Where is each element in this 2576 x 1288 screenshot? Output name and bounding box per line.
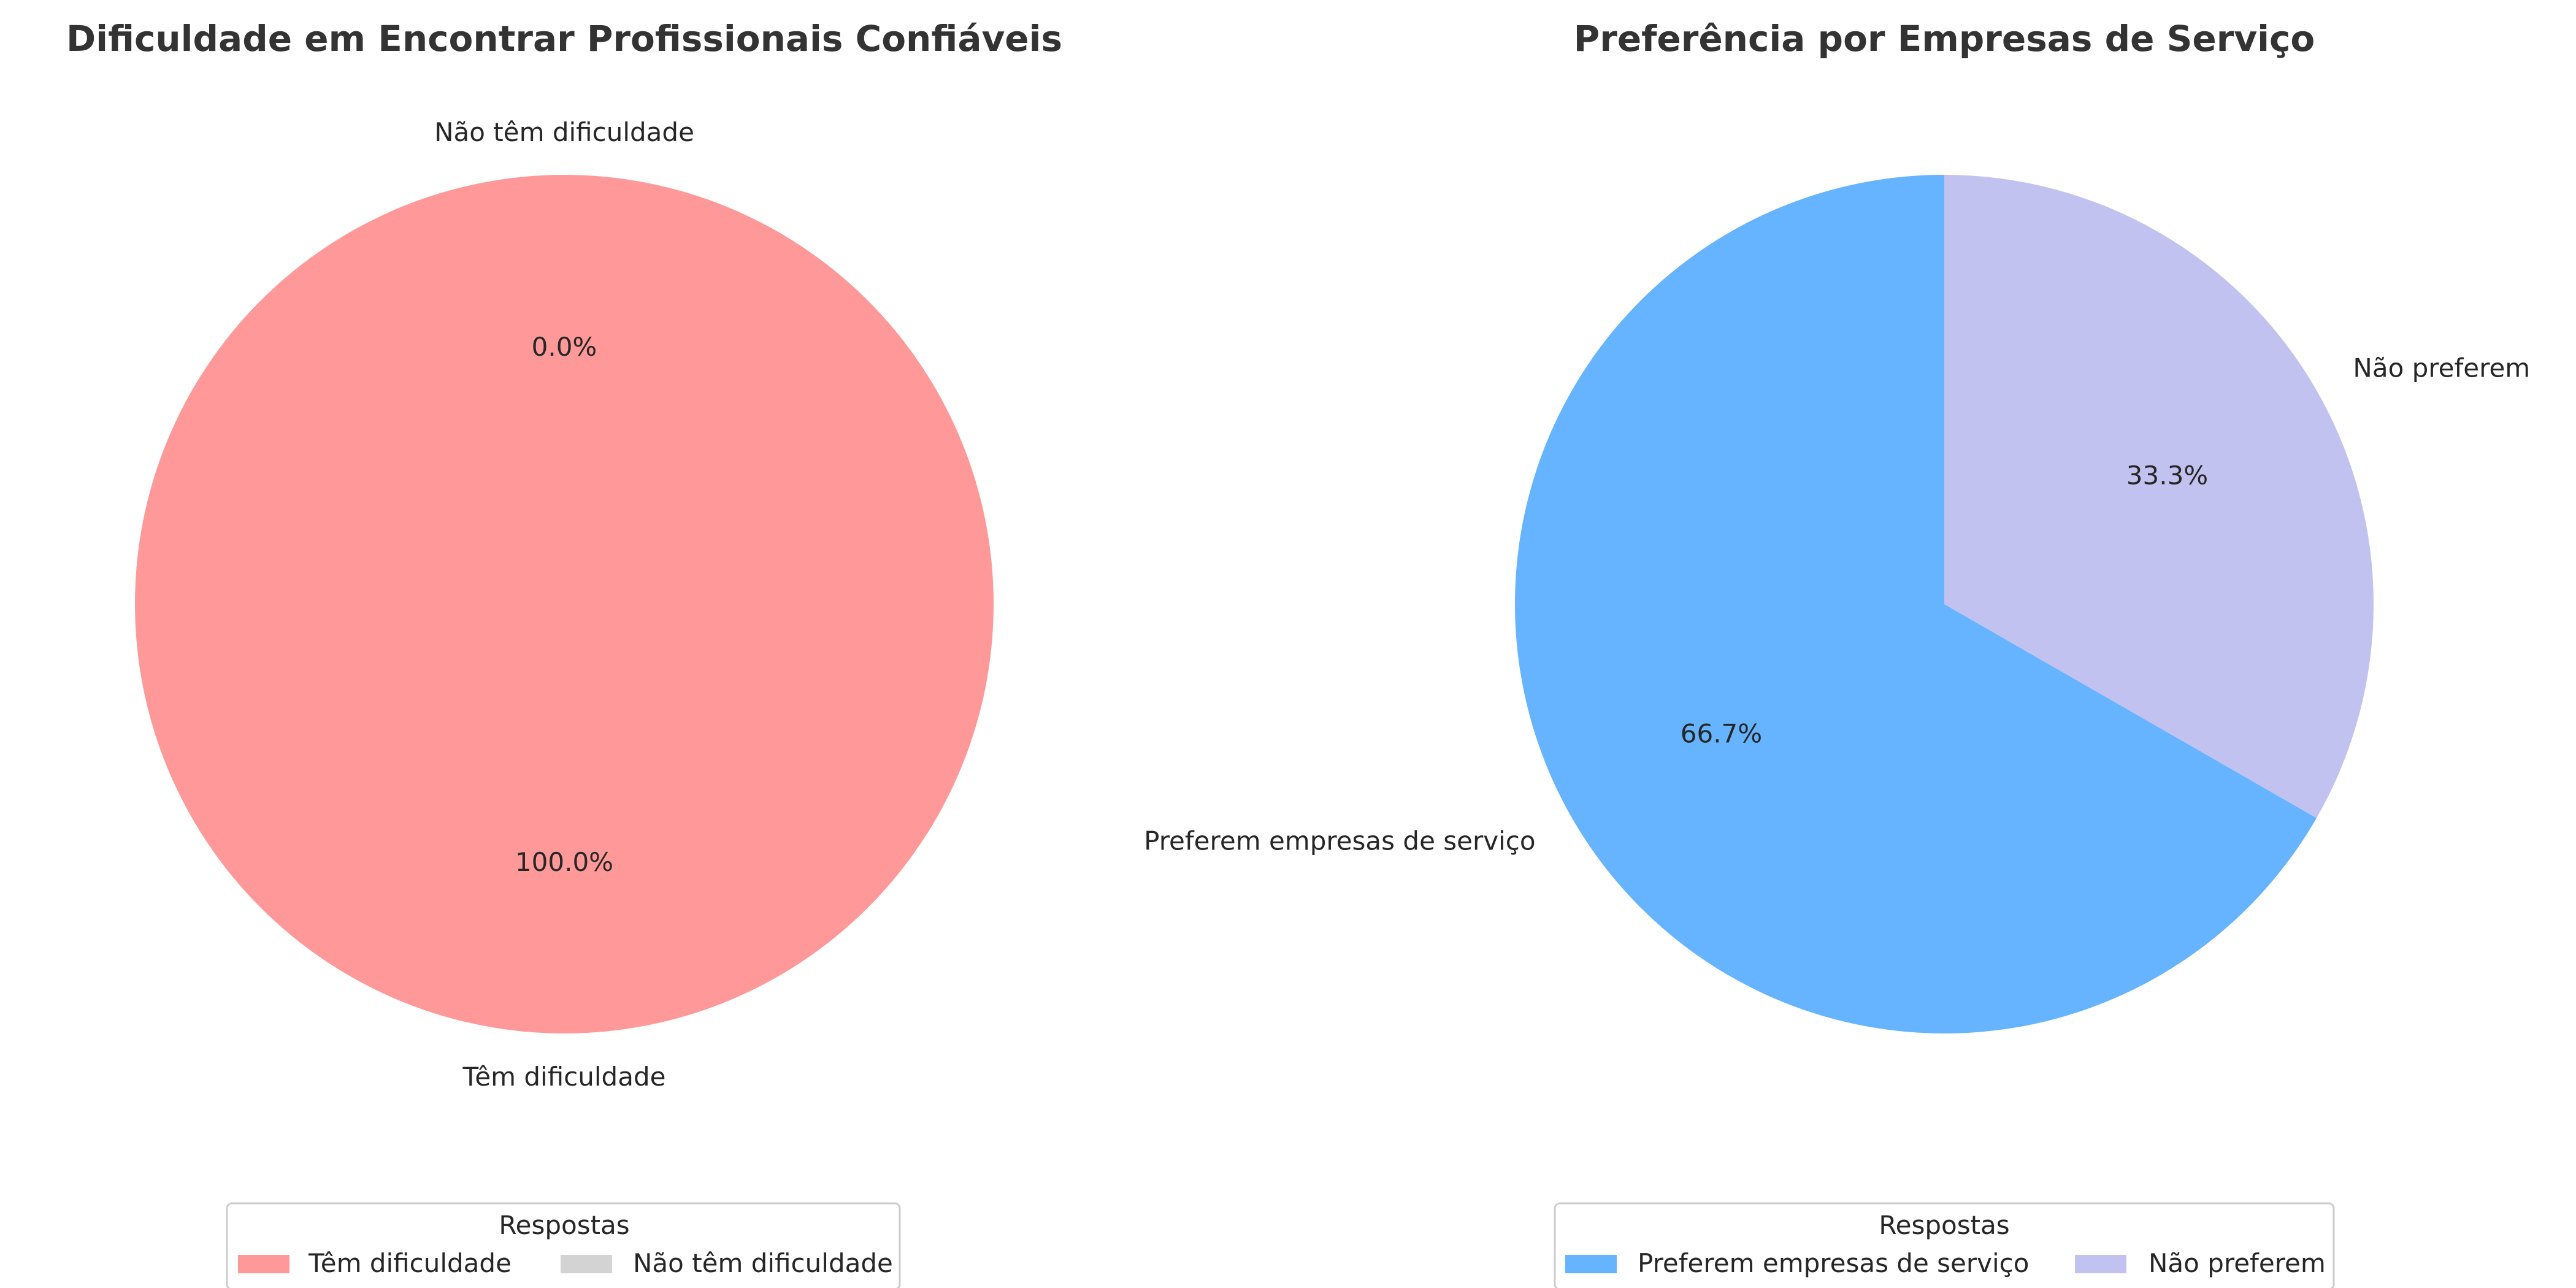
legend-label-tem-dificuldade: Têm dificuldade [308, 1248, 512, 1278]
legend-frame [1554, 1202, 2335, 1288]
pie-slices [135, 175, 994, 1033]
slice-label-nao-tem-dificuldade: Não têm dificuldade [434, 117, 694, 147]
legend: Respostas Preferem empresas de serviço N… [1554, 1202, 2335, 1288]
legend-title: Respostas [499, 1210, 629, 1240]
chart-title: Dificuldade em Encontrar Profissionais C… [66, 18, 1062, 59]
legend-swatch-preferem [1565, 1255, 1617, 1273]
slice-labels: 100.0% Têm dificuldade 0.0% Não têm dificul… [434, 117, 694, 1092]
legend-label-nao-tem-dificuldade: Não têm dificuldade [633, 1248, 893, 1278]
legend: Respostas Têm dificuldade Não têm dificu… [226, 1202, 901, 1288]
slice-label-tem-dificuldade: Têm dificuldade [462, 1062, 666, 1092]
pct-label-preferem-empresas-de-servico: 66.7% [1681, 718, 1762, 748]
pie-slice-tem-dificuldade [135, 175, 994, 1033]
slice-label-preferem-empresas-de-servico: Preferem empresas de serviço [1144, 826, 1535, 856]
slice-labels: 66.7% Preferem empresas de serviço 33.3% Nã… [1144, 353, 2530, 856]
pie-slices [1515, 175, 2374, 1033]
legend-label-nao-preferem: Não preferem [2149, 1248, 2326, 1278]
legend-label-preferem: Preferem empresas de serviço [1638, 1248, 2029, 1278]
pie-slice-nao-preferem [1944, 175, 2374, 818]
slice-label-nao-preferem: Não preferem [2353, 353, 2530, 383]
pct-label-tem-dificuldade: 100.0% [515, 847, 613, 877]
pct-label-nao-tem-dificuldade: 0.0% [532, 332, 597, 362]
chart-title: Preferência por Empresas de Serviço [1574, 18, 2315, 59]
legend-frame [226, 1202, 901, 1288]
chart-difficulty: Dificuldade em Encontrar Profissionais C… [66, 18, 1062, 1288]
legend-swatch-nao-preferem [2075, 1255, 2126, 1273]
legend-swatch-nao-tem-dificuldade [561, 1255, 612, 1273]
legend-title: Respostas [1879, 1210, 2009, 1240]
pct-label-nao-preferem: 33.3% [2126, 461, 2208, 491]
pie-slice-preferem-empresas-de-servico [1515, 175, 2317, 1033]
legend-swatch-tem-dificuldade [238, 1255, 289, 1273]
chart-preference: Preferência por Empresas de Serviço 66.7… [1144, 18, 2530, 1288]
